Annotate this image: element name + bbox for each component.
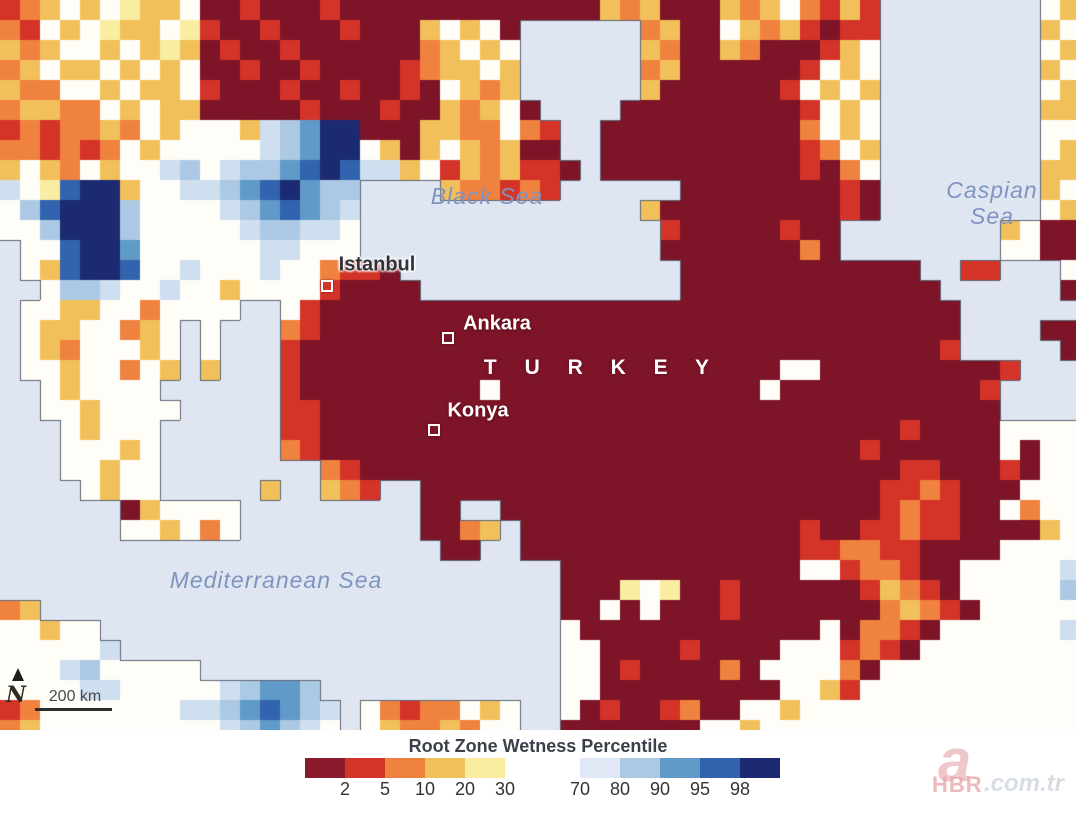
legend-swatch <box>620 758 660 778</box>
wetness-map-canvas <box>0 0 1076 730</box>
legend-title: Root Zone Wetness Percentile <box>408 736 668 756</box>
city-marker-istanbul <box>321 280 333 292</box>
legend-swatch <box>465 758 505 778</box>
country-label-turkey: T U R K E Y <box>483 356 721 379</box>
watermark-logo-letter: a <box>938 727 972 794</box>
city-label-istanbul: Istanbul <box>338 253 416 276</box>
black-sea-label: Black Sea <box>430 183 544 209</box>
watermark-logo-sub: HBR <box>932 772 983 797</box>
legend-value-label: 30 <box>494 779 516 799</box>
city-label-ankara: Ankara <box>463 312 531 335</box>
legend-value-label: 98 <box>729 779 751 799</box>
caspian-label: Caspian Sea <box>946 177 1038 229</box>
legend: Root Zone Wetness Percentile 2 5 10 20 30 70 8… <box>0 730 1076 816</box>
watermark-suffix: .com.tr <box>984 770 1065 797</box>
legend-value-label: 80 <box>609 779 631 799</box>
legend-swatch <box>580 758 620 778</box>
scale-bar-line <box>35 708 112 711</box>
legend-value-label: 5 <box>379 779 390 799</box>
legend-swatch <box>740 758 780 778</box>
legend-value-label: 10 <box>414 779 436 799</box>
legend-swatch <box>305 758 345 778</box>
north-label: N <box>6 682 27 708</box>
legend-swatch <box>385 758 425 778</box>
city-label-konya: Konya <box>447 399 509 422</box>
city-marker-ankara <box>442 332 454 344</box>
ahaber-watermark: a HBR .com.tr <box>920 727 1076 812</box>
legend-swatch <box>700 758 740 778</box>
city-marker-konya <box>428 424 440 436</box>
legend-value-label: 70 <box>569 779 591 799</box>
scale-bar-label: 200 km <box>48 688 102 705</box>
legend-value-label: 2 <box>339 779 350 799</box>
wetness-percentile-map: N 200 km Black Sea Caspian Sea Mediterrane… <box>0 0 1076 730</box>
legend-swatch <box>425 758 465 778</box>
legend-value-label: 90 <box>649 779 671 799</box>
legend-value-label: 95 <box>689 779 711 799</box>
legend-swatch <box>660 758 700 778</box>
north-arrow-icon <box>12 668 24 681</box>
legend-swatch <box>345 758 385 778</box>
legend-value-label: 20 <box>454 779 476 799</box>
mediterranean-sea-label: Mediterranean Sea <box>169 567 383 593</box>
